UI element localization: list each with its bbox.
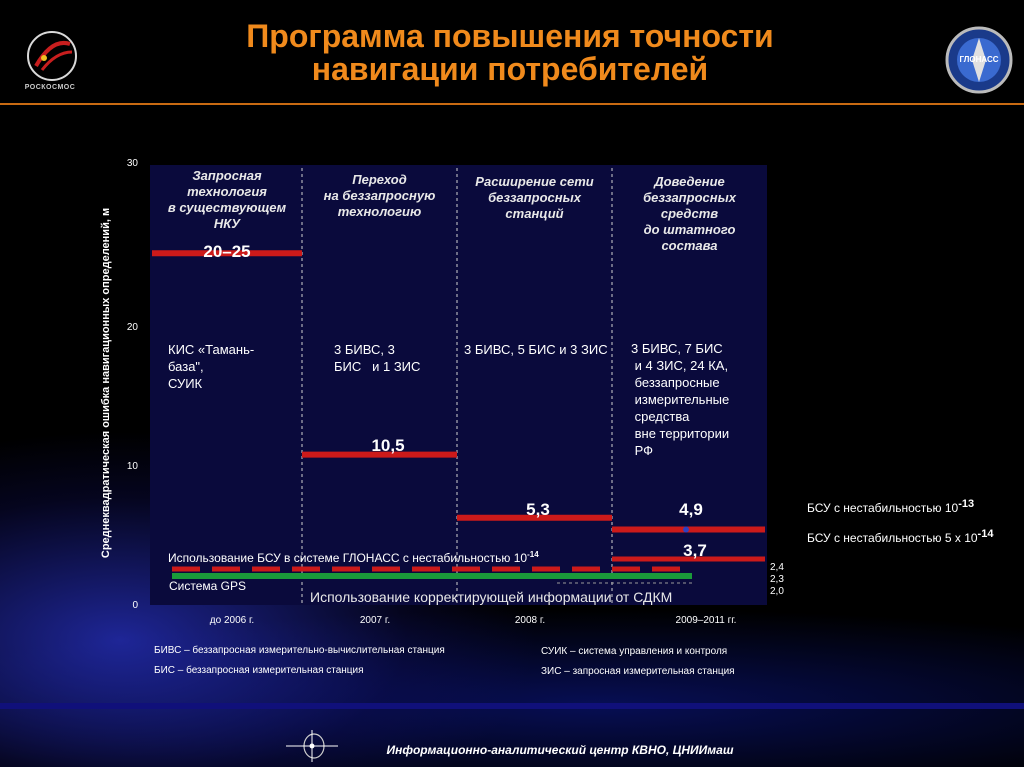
phase-desc-line: беззапросные [631, 375, 720, 390]
y-tick-label: 10 [126, 461, 138, 472]
footer-text: Информационно-аналитический центр КВНО, … [386, 743, 734, 757]
phase-title-line: Доведение [654, 174, 725, 189]
data-label: 5,3 [526, 500, 550, 519]
data-label: 4,9 [679, 500, 703, 519]
phase-title-line: беззапросных [643, 190, 736, 205]
logo-right-caption: ГЛОНАСС [959, 55, 999, 64]
y-tick-label: 20 [126, 322, 138, 333]
phase-desc-line: 3 БИВС, 7 БИС [631, 341, 723, 356]
title-line-2: навигации потребителей [311, 51, 709, 87]
phase-desc-line: 3 БИВС, 5 БИС и 3 ЗИС [464, 342, 608, 357]
bsu-note-1-exponent: -13 [958, 498, 975, 510]
star-logo-icon [286, 730, 338, 762]
phase-desc-line: измерительные [631, 392, 730, 407]
glonass-bsu-note-text: Использование БСУ в системе ГЛОНАСС с не… [168, 551, 528, 565]
phase-title-line: Переход [352, 172, 407, 187]
phase-desc-line: БИС и 1 ЗИС [334, 359, 421, 374]
phase-description: КИС «Тамань-база", СУИК [168, 341, 254, 392]
phase-title-line: НКУ [213, 216, 241, 231]
phase-title: Расширение сети беззапросных станций [457, 174, 612, 222]
header-divider [0, 103, 1024, 105]
legend-note-zis: ЗИС – запросная измерительная станция [541, 666, 735, 677]
legend-note-bis: БИС – беззапросная измерительная станция [154, 665, 364, 676]
phase-title-line: Запросная [192, 168, 262, 183]
roscosmos-logo-icon [27, 31, 77, 81]
phase-title-line: технология [187, 184, 267, 199]
footer-rule [0, 703, 1024, 709]
bsu-note-2-text: БСУ с нестабильностью 5 х 10 [807, 531, 978, 545]
phase-desc-line: СУИК [168, 376, 203, 391]
phase-title-line: состава [661, 238, 718, 253]
phase-title: Доведение беззапросных средств до штатного с… [612, 174, 767, 254]
y-tick-label: 30 [126, 158, 138, 169]
right-value-label: 2,3 [770, 574, 784, 585]
glonass-bsu-note-exponent: -14 [527, 550, 539, 559]
title-line-1: Программа повышения точности [246, 18, 774, 54]
phase-desc-line: РФ [631, 443, 654, 458]
phase-desc-line: средства [631, 409, 690, 424]
legend-note-bivs: БИВС – беззапросная измерительно-вычисли… [154, 645, 445, 656]
bsu-note-2-exponent: -14 [977, 528, 994, 540]
logo-left-caption: РОСКОСМОС [24, 84, 76, 91]
glonass-bsu-note: Использование БСУ в системе ГЛОНАСС с не… [168, 550, 539, 565]
page-title: Программа повышения точности навигации п… [130, 20, 890, 86]
bsu-note-1-text: БСУ с нестабильностью 10 [807, 501, 959, 515]
phase-description: 3 БИВС, 3 БИС и 1 ЗИС [334, 341, 420, 375]
data-label: 3,7 [683, 541, 707, 560]
x-tick-label: 2007 г. [359, 615, 391, 626]
x-tick-label: 2008 г. [514, 615, 546, 626]
legend-note-suik: СУИК – система управления и контроля [541, 646, 728, 657]
phase-desc-line: и 4 ЗИС, 24 КА, [631, 358, 729, 373]
sdkm-label: Использование корректирующей информации … [310, 589, 673, 605]
glonass-emblem-icon [945, 26, 1013, 94]
y-tick-label: 0 [132, 600, 138, 611]
phase-title-line: до штатного [643, 222, 736, 237]
phase-description: 3 БИВС, 7 БИС и 4 ЗИС, 24 КА, беззапросн… [631, 340, 729, 459]
phase-desc-line: база", [168, 359, 204, 374]
header-bar [0, 0, 1024, 103]
phase-desc-line: вне территории [631, 426, 730, 441]
phase-title: Переход на беззапросную технологию [302, 172, 457, 220]
bar-marker [683, 526, 689, 533]
data-label: 20–25 [203, 242, 251, 261]
phase-title-line: средств [660, 206, 719, 221]
phase-desc-line: КИС «Тамань- [168, 342, 255, 357]
phase-desc-line: 3 БИВС, 3 [334, 342, 395, 357]
phase-title-line: Расширение сети [475, 174, 594, 189]
phase-description: 3 БИВС, 5 БИС и 3 ЗИС [464, 341, 608, 358]
phase-title-line: станций [505, 206, 564, 221]
right-value-label: 2,0 [770, 586, 784, 597]
bsu-note-1: БСУ с нестабильностью 10-13 [807, 498, 974, 515]
phase-title: Запросная технология в существующем НКУ [152, 168, 302, 232]
phase-title-line: беззапросных [488, 190, 581, 205]
gps-label: Система GPS [169, 579, 247, 593]
data-label: 10,5 [371, 436, 405, 455]
x-tick-label: 2009–2011 гг. [675, 615, 737, 626]
phase-title-line: на беззапросную [323, 188, 436, 203]
phase-title-line: в существующем [167, 200, 287, 215]
bsu-note-2: БСУ с нестабильностью 5 х 10-14 [807, 528, 993, 545]
right-value-label: 2,4 [770, 562, 784, 573]
x-tick-label: до 2006 г. [209, 615, 255, 626]
phase-title-line: технологию [337, 204, 422, 219]
